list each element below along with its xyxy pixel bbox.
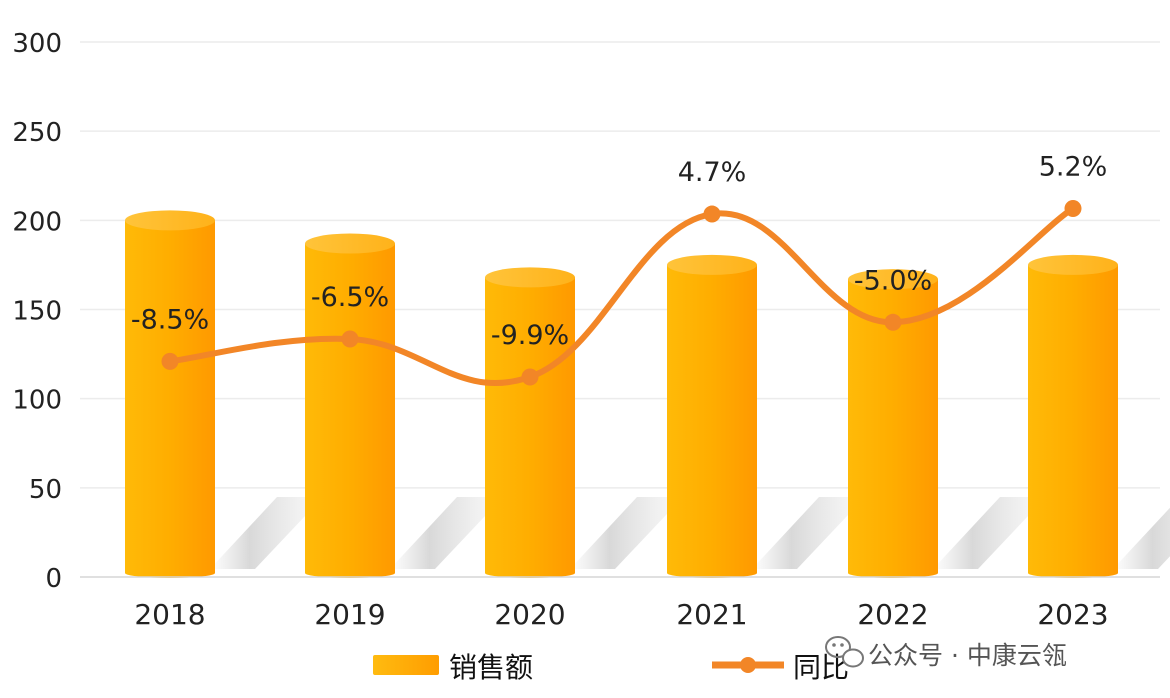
bar-shadow xyxy=(390,497,503,569)
bar xyxy=(1028,264,1118,578)
y-tick-label: 200 xyxy=(12,207,62,237)
y-tick-label: 50 xyxy=(29,475,62,505)
x-tick-label: 2020 xyxy=(494,598,565,631)
x-tick-label: 2022 xyxy=(857,598,928,631)
yoy-point xyxy=(341,330,359,348)
bar-cap xyxy=(1028,254,1118,275)
yoy-point xyxy=(1064,199,1082,217)
x-tick-label: 2019 xyxy=(314,598,385,631)
bar-cap xyxy=(305,233,395,254)
yoy-data-label: -6.5% xyxy=(311,282,389,313)
bar xyxy=(848,279,938,578)
legend-line-marker xyxy=(740,657,756,673)
x-tick-label: 2023 xyxy=(1037,598,1108,631)
bar-cap xyxy=(125,210,215,231)
bar xyxy=(125,220,215,578)
bar xyxy=(485,277,575,578)
bar-shadow xyxy=(1113,507,1170,569)
legend-bar-label: 销售额 xyxy=(449,651,533,684)
bar-cap xyxy=(848,269,938,290)
bar-shadow xyxy=(570,497,683,569)
y-tick-label: 150 xyxy=(12,297,62,327)
y-tick-label: 0 xyxy=(45,564,62,594)
bar-shadow xyxy=(933,497,1046,569)
yoy-data-label: -8.5% xyxy=(131,304,209,335)
yoy-data-label: 4.7% xyxy=(678,157,747,188)
x-tick-label: 2021 xyxy=(676,598,747,631)
bar xyxy=(667,264,757,578)
yoy-point xyxy=(703,205,721,223)
yoy-point xyxy=(884,313,902,331)
x-tick-label: 2018 xyxy=(134,598,205,631)
y-tick-label: 300 xyxy=(12,29,62,59)
bar xyxy=(305,243,395,578)
yoy-point xyxy=(521,368,539,386)
legend-bar-swatch xyxy=(373,655,439,675)
yoy-data-label: 5.2% xyxy=(1039,151,1108,182)
bar-cap xyxy=(667,254,757,275)
legend: 销售额 同比 xyxy=(373,651,849,684)
y-tick-label: 250 xyxy=(12,118,62,148)
bar-shadow xyxy=(210,497,323,569)
watermark: 公众号 · 中康云瓴 xyxy=(825,636,1067,670)
bar-cap xyxy=(485,267,575,288)
yoy-data-label: -5.0% xyxy=(854,265,932,296)
watermark-text: 公众号 · 中康云瓴 xyxy=(868,641,1067,670)
bar-shadow xyxy=(752,497,865,569)
yoy-point xyxy=(161,352,179,370)
yoy-data-label: -9.9% xyxy=(491,320,569,351)
y-tick-label: 100 xyxy=(12,386,62,416)
wechat-icon xyxy=(825,636,864,668)
